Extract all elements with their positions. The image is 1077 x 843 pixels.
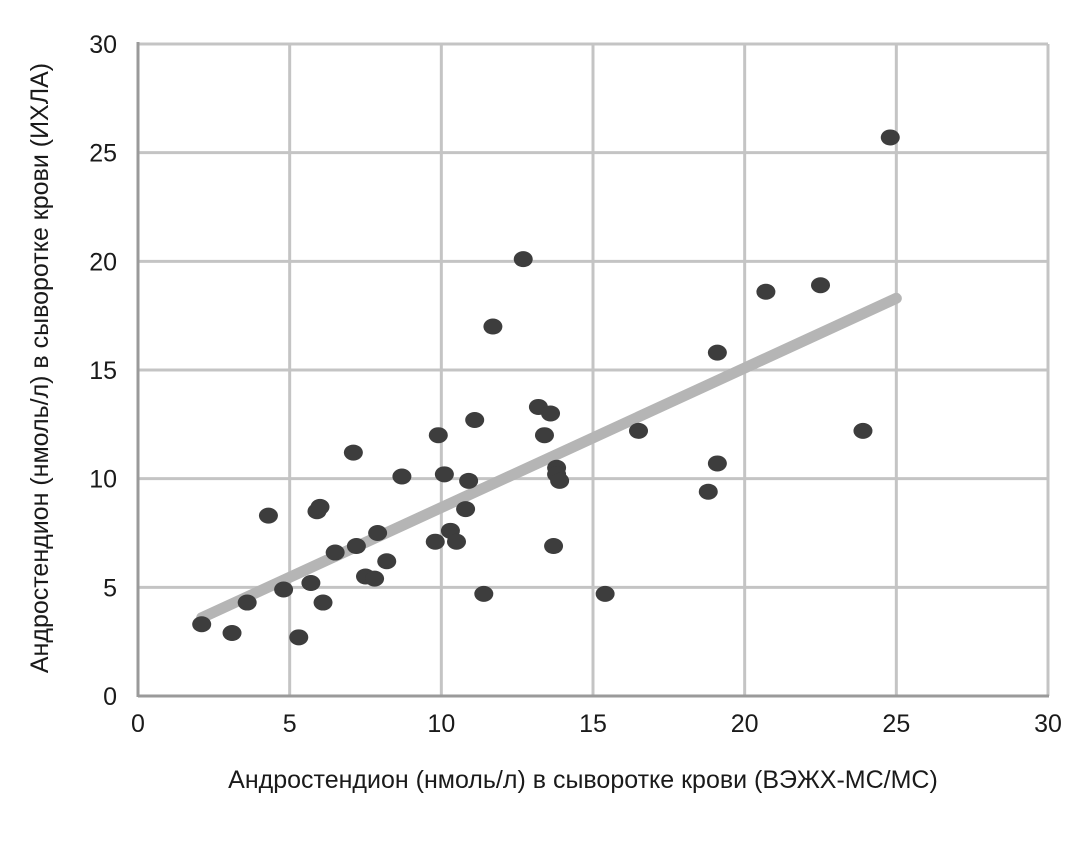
x-tick-label: 10 [427, 710, 455, 738]
data-point [368, 525, 388, 541]
trendline-group [196, 292, 902, 624]
x-tick-label: 15 [579, 710, 607, 738]
data-point [313, 594, 333, 611]
data-point [465, 411, 485, 428]
data-point [365, 570, 385, 587]
data-point [698, 483, 718, 500]
y-tick-label: 5 [103, 574, 117, 602]
data-point [811, 277, 830, 294]
data-point [544, 538, 564, 555]
x-tick-label: 5 [283, 710, 297, 738]
data-points [192, 129, 900, 646]
data-point [237, 594, 257, 611]
data-point [483, 318, 503, 335]
x-tick-label: 25 [882, 710, 910, 738]
data-point [289, 629, 309, 646]
y-tick-label: 10 [89, 466, 117, 494]
data-point [301, 574, 321, 591]
data-point [541, 405, 561, 422]
data-point [880, 129, 900, 146]
y-axis-title: Андростендион (нмоль/л) в сыворотке кров… [26, 63, 54, 673]
axes [136, 42, 1049, 698]
data-point [425, 533, 445, 550]
data-point [550, 472, 570, 489]
y-tick-label: 25 [89, 140, 117, 168]
data-point [346, 538, 366, 555]
data-point [456, 501, 476, 518]
data-point [459, 472, 479, 489]
data-point [343, 444, 363, 461]
data-point [629, 422, 648, 439]
data-point [595, 585, 615, 602]
data-point [707, 344, 727, 361]
x-tick-label: 20 [731, 710, 759, 738]
y-tick-label: 20 [89, 248, 117, 276]
trendline [196, 292, 902, 624]
data-point [428, 427, 448, 444]
grid [138, 42, 1050, 696]
data-point [756, 283, 776, 300]
data-point [513, 251, 533, 268]
data-point [192, 616, 212, 633]
y-tick-label: 0 [103, 683, 117, 711]
tick-labels: 0 5 10 15 20 25 30 0 5 10 15 20 25 30 [89, 31, 1062, 738]
x-tick-label: 0 [131, 710, 145, 738]
x-tick-label: 30 [1034, 710, 1062, 738]
data-point [377, 553, 397, 570]
y-tick-label: 15 [89, 357, 117, 385]
data-point [258, 507, 278, 524]
data-point [310, 498, 330, 515]
data-point [222, 624, 242, 641]
x-axis-title: Андростендион (нмоль/л) в сыворотке кров… [228, 766, 938, 794]
data-point [853, 422, 873, 439]
data-point [534, 427, 554, 444]
data-point [474, 585, 494, 602]
data-point [434, 466, 454, 483]
data-point [274, 581, 294, 598]
y-tick-label: 30 [89, 31, 117, 59]
data-point [325, 544, 345, 561]
data-point [707, 455, 727, 472]
data-point [392, 468, 412, 485]
data-point [447, 533, 466, 550]
